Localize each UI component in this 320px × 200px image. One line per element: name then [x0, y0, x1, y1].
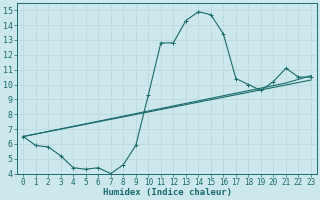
X-axis label: Humidex (Indice chaleur): Humidex (Indice chaleur) [103, 188, 232, 197]
